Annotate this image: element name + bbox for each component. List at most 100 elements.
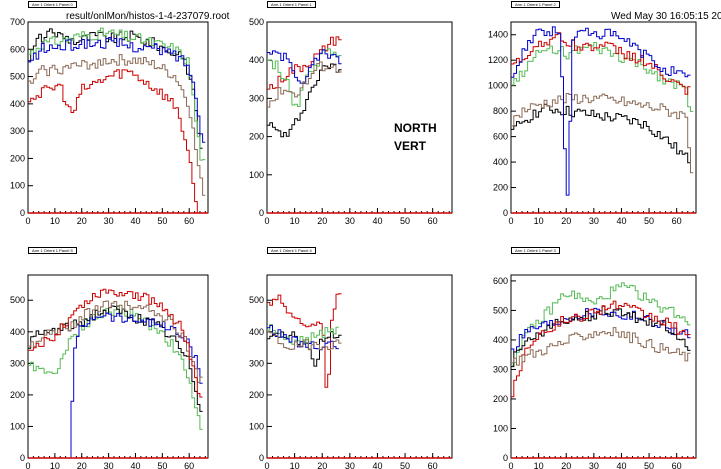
x-tick-label: 60 [184, 461, 194, 469]
series-line-green [267, 48, 342, 107]
x-tick-label: 0 [264, 216, 269, 226]
x-tick-label: 30 [345, 461, 355, 469]
x-tick-label: 0 [508, 216, 513, 226]
x-tick-label: 60 [672, 461, 682, 469]
y-tick-label: 200 [10, 153, 25, 163]
y-tick-label: 300 [10, 358, 25, 368]
x-tick-label: 20 [77, 216, 87, 226]
y-tick-label: 0 [20, 453, 25, 463]
y-tick-label: 0 [20, 208, 25, 218]
series-line-blue [511, 26, 691, 196]
y-tick-label: 0 [503, 453, 508, 463]
pad-title: Arm 1 Orient 1 Panel 0 [28, 1, 77, 8]
x-tick-label: 30 [104, 216, 114, 226]
pad-title: Arm 1 Orient 1 Panel 2 [511, 1, 560, 8]
y-tick-label: 0 [259, 208, 264, 218]
series-line-green [28, 305, 203, 430]
x-tick-label: 20 [561, 216, 571, 226]
x-tick-label: 60 [184, 216, 194, 226]
y-tick-label: 1200 [488, 55, 508, 65]
x-tick-label: 40 [616, 216, 626, 226]
y-tick-label: 500 [249, 295, 264, 305]
y-tick-label: 100 [10, 421, 25, 431]
y-tick-label: 500 [249, 17, 264, 27]
series-line-blue [68, 312, 203, 459]
y-tick-label: 200 [493, 394, 508, 404]
series-line-black [511, 305, 691, 368]
series-line-black [28, 305, 203, 412]
y-tick-label: 400 [493, 335, 508, 345]
y-tick-label: 600 [493, 132, 508, 142]
x-tick-label: 0 [25, 461, 30, 469]
annotation-vert: VERT [394, 139, 427, 153]
y-tick-label: 300 [249, 93, 264, 103]
y-tick-label: 0 [503, 208, 508, 218]
y-tick-label: 1400 [488, 30, 508, 40]
x-tick-label: 0 [264, 461, 269, 469]
x-tick-label: 40 [372, 216, 382, 226]
series-line-brown [511, 327, 691, 366]
y-tick-label: 300 [493, 364, 508, 374]
x-tick-label: 20 [317, 461, 327, 469]
pad-title: Arm 1 Orient 1 Panel 5 [28, 247, 77, 254]
pad-title: Arm 1 Orient 1 Panel 4 [267, 247, 316, 254]
x-tick-label: 40 [130, 216, 140, 226]
series-line-red [511, 32, 691, 95]
timestamp-label: Wed May 30 16:05:15 2007 [611, 11, 721, 22]
series-line-red [267, 293, 342, 388]
x-tick-label: 50 [400, 461, 410, 469]
series-line-red [511, 300, 691, 398]
x-tick-label: 10 [50, 461, 60, 469]
series-line-blue [267, 49, 342, 84]
x-tick-label: 10 [290, 216, 300, 226]
x-tick-label: 60 [428, 461, 438, 469]
y-tick-label: 100 [249, 170, 264, 180]
y-tick-label: 200 [249, 132, 264, 142]
x-tick-label: 10 [50, 216, 60, 226]
series-line-red [28, 69, 200, 214]
series-line-black [511, 103, 691, 164]
plot-frame [510, 274, 697, 459]
x-tick-label: 60 [672, 216, 682, 226]
x-tick-label: 30 [345, 216, 355, 226]
y-tick-label: 800 [493, 106, 508, 116]
y-tick-label: 100 [10, 181, 25, 191]
annotation-north: NORTH [394, 121, 437, 135]
pad-title: Arm 1 Orient 1 Panel 1 [267, 1, 316, 8]
series-line-green [511, 282, 691, 366]
y-tick-label: 400 [10, 99, 25, 109]
x-tick-label: 10 [534, 461, 544, 469]
x-tick-label: 40 [616, 461, 626, 469]
y-tick-label: 400 [249, 55, 264, 65]
x-tick-label: 50 [644, 461, 654, 469]
x-tick-label: 50 [157, 461, 167, 469]
y-tick-label: 100 [493, 423, 508, 433]
y-tick-label: 400 [249, 327, 264, 337]
file-path-label: result/onlMon/histos-1-4-237079.root [66, 11, 230, 22]
series-line-red [28, 288, 203, 398]
y-tick-label: 500 [10, 295, 25, 305]
series-line-blue [511, 307, 691, 353]
x-tick-label: 30 [104, 461, 114, 469]
y-tick-label: 600 [10, 44, 25, 54]
series-line-brown [28, 54, 206, 196]
x-tick-label: 30 [589, 461, 599, 469]
y-tick-label: 200 [249, 390, 264, 400]
y-tick-label: 700 [10, 17, 25, 27]
y-tick-label: 400 [493, 157, 508, 167]
series-line-black [28, 28, 203, 149]
x-tick-label: 10 [534, 216, 544, 226]
x-tick-label: 40 [130, 461, 140, 469]
series-line-brown [267, 61, 342, 108]
y-tick-label: 600 [493, 276, 508, 286]
pad-title: Arm 1 Orient 1 Panel 3 [511, 247, 560, 254]
x-tick-label: 0 [25, 216, 30, 226]
y-tick-label: 200 [493, 183, 508, 193]
y-tick-label: 200 [10, 390, 25, 400]
x-tick-label: 10 [290, 461, 300, 469]
